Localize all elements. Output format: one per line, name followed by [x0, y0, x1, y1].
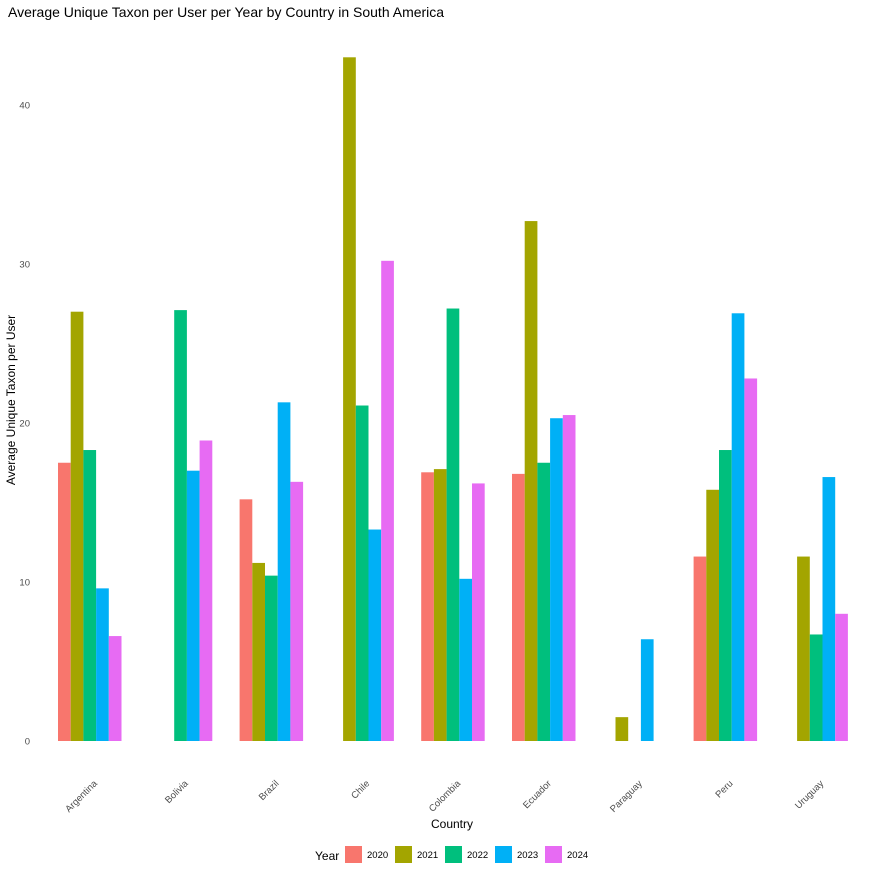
x-tick-label: Paraguay	[608, 778, 645, 815]
y-tick-label: 40	[19, 101, 30, 112]
y-axis-ticks: 0 10 20 30 40	[19, 101, 30, 748]
bar-colombia-2024	[472, 483, 485, 741]
x-tick-label: Chile	[349, 778, 372, 801]
bar-colombia-2023	[459, 578, 472, 741]
bar-ecuador-2021	[524, 221, 538, 741]
bar-chile-2021	[343, 57, 356, 742]
x-tick-label: Peru	[713, 778, 735, 800]
legend-label-2021: 2021	[417, 850, 438, 861]
legend-key-2021	[395, 846, 412, 863]
bar-paraguay-2023	[640, 639, 654, 741]
bar-brazil-2024	[290, 481, 304, 741]
legend-key-2022	[445, 846, 462, 863]
bar-peru-2022	[719, 450, 732, 741]
bar-brazil-2023	[277, 402, 291, 741]
bar-argentina-2021	[70, 311, 84, 741]
bar-uruguay-2023	[822, 477, 836, 741]
bar-argentina-2023	[96, 588, 109, 741]
bar-chile-2023	[368, 529, 382, 741]
bar-colombia-2021	[433, 469, 447, 741]
bar-ecuador-2022	[537, 462, 551, 741]
y-tick-label: 0	[25, 737, 30, 748]
bar-brazil-2022	[265, 575, 278, 741]
bar-uruguay-2024	[835, 613, 848, 741]
x-axis-ticks: Argentina Bolivia Brazil Chile Colombia Ecuad…	[63, 778, 826, 815]
bar-chile-2024	[381, 260, 394, 741]
bar-argentina-2024	[108, 636, 122, 741]
x-tick-label: Ecuador	[521, 778, 554, 811]
legend-key-2024	[545, 846, 562, 863]
legend-title: Year	[315, 849, 339, 863]
bar-brazil-2020	[239, 499, 253, 741]
bar-colombia-2022	[446, 308, 460, 741]
bar-ecuador-2024	[562, 415, 576, 741]
bar-paraguay-2021	[615, 717, 629, 741]
legend-key-2023	[495, 846, 512, 863]
legend-label-2022: 2022	[467, 850, 488, 861]
legend-key-2020	[345, 846, 362, 863]
bar-bolivia-2023	[186, 470, 200, 741]
bars-group	[58, 57, 848, 742]
legend-label-2023: 2023	[517, 850, 538, 861]
y-axis-label: Average Unique Taxon per User	[4, 315, 18, 485]
x-tick-label: Uruguay	[793, 778, 826, 811]
bar-peru-2023	[731, 313, 745, 741]
bar-uruguay-2022	[809, 634, 823, 741]
legend-label-2020: 2020	[367, 850, 388, 861]
bar-uruguay-2021	[797, 556, 810, 741]
y-tick-label: 10	[19, 578, 30, 589]
bar-argentina-2022	[83, 450, 97, 741]
bar-brazil-2021	[252, 562, 265, 741]
x-tick-label: Brazil	[257, 778, 282, 803]
x-axis-label: Country	[431, 817, 473, 831]
legend: Year 2020 2021 2022 2023 2024	[315, 846, 588, 863]
chart-title: Average Unique Taxon per User per Year b…	[8, 4, 445, 20]
bar-peru-2020	[693, 556, 707, 741]
bar-bolivia-2022	[174, 310, 187, 741]
bar-bolivia-2024	[199, 440, 213, 741]
bar-peru-2024	[744, 378, 758, 741]
bar-peru-2021	[706, 489, 719, 741]
legend-label-2024: 2024	[567, 850, 588, 861]
bar-ecuador-2023	[550, 418, 563, 741]
bar-argentina-2020	[58, 462, 71, 741]
y-tick-label: 30	[19, 260, 30, 271]
bar-chile-2022	[355, 405, 369, 741]
x-tick-label: Bolivia	[163, 778, 191, 806]
y-tick-label: 20	[19, 419, 30, 430]
bar-ecuador-2020	[512, 473, 525, 741]
x-tick-label: Colombia	[427, 778, 464, 815]
x-tick-label: Argentina	[63, 778, 100, 815]
bar-colombia-2020	[421, 472, 434, 741]
